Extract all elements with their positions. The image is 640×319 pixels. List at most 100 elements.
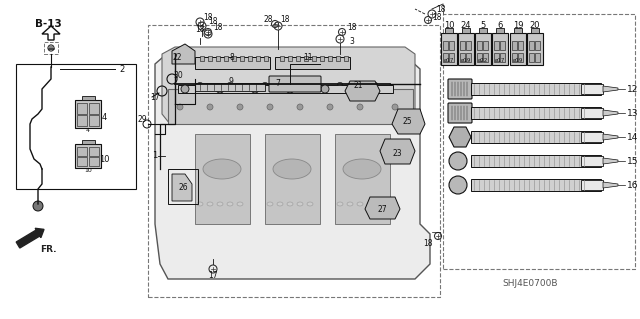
- Bar: [344, 56, 348, 61]
- Text: 3: 3: [349, 38, 355, 47]
- Bar: [466, 41, 471, 50]
- Text: 28: 28: [263, 14, 273, 24]
- Circle shape: [286, 85, 294, 93]
- Bar: [288, 56, 292, 61]
- Bar: [531, 28, 539, 33]
- Ellipse shape: [198, 83, 202, 85]
- Circle shape: [356, 85, 364, 93]
- Polygon shape: [380, 139, 415, 164]
- Bar: [443, 53, 448, 62]
- Polygon shape: [603, 158, 618, 164]
- Circle shape: [449, 152, 467, 170]
- Polygon shape: [345, 81, 380, 101]
- Bar: [475, 33, 491, 65]
- Ellipse shape: [262, 83, 268, 85]
- Bar: [443, 14, 635, 269]
- Circle shape: [357, 104, 363, 110]
- Ellipse shape: [347, 202, 353, 206]
- Text: 7: 7: [276, 78, 280, 87]
- Bar: [195, 57, 270, 69]
- Ellipse shape: [307, 202, 313, 206]
- Text: 30: 30: [173, 70, 183, 79]
- Ellipse shape: [277, 202, 283, 206]
- Bar: [77, 115, 87, 126]
- Ellipse shape: [298, 83, 303, 85]
- Text: 24: 24: [461, 20, 471, 29]
- Bar: [16, 64, 136, 189]
- Bar: [264, 56, 268, 61]
- Bar: [77, 147, 87, 156]
- Bar: [335, 134, 390, 224]
- Bar: [178, 85, 393, 93]
- Bar: [500, 41, 505, 50]
- Ellipse shape: [367, 202, 373, 206]
- Bar: [75, 144, 101, 168]
- Bar: [240, 56, 244, 61]
- Ellipse shape: [372, 83, 378, 85]
- Polygon shape: [603, 182, 618, 188]
- FancyArrow shape: [16, 228, 44, 248]
- Bar: [89, 147, 99, 156]
- Text: 19: 19: [513, 20, 524, 29]
- Text: ø19: ø19: [461, 57, 471, 63]
- Bar: [81, 140, 95, 144]
- Text: 2: 2: [120, 64, 125, 73]
- Circle shape: [33, 201, 43, 211]
- Text: 18: 18: [280, 16, 290, 25]
- Polygon shape: [155, 51, 430, 279]
- Text: 16: 16: [627, 181, 639, 189]
- Text: 10: 10: [84, 168, 92, 174]
- Ellipse shape: [337, 83, 342, 85]
- Bar: [471, 107, 601, 119]
- Polygon shape: [449, 127, 471, 147]
- Polygon shape: [392, 109, 425, 134]
- Bar: [510, 33, 526, 65]
- Bar: [89, 157, 99, 166]
- Circle shape: [207, 104, 213, 110]
- Bar: [216, 56, 220, 61]
- Bar: [512, 41, 517, 50]
- Circle shape: [327, 104, 333, 110]
- Polygon shape: [162, 47, 415, 124]
- Text: 10: 10: [444, 20, 454, 29]
- Ellipse shape: [227, 202, 233, 206]
- Circle shape: [449, 176, 467, 194]
- Bar: [500, 53, 505, 62]
- Bar: [77, 103, 87, 114]
- Bar: [304, 56, 308, 61]
- Bar: [208, 56, 212, 61]
- Bar: [494, 41, 499, 50]
- Text: 18: 18: [432, 12, 442, 21]
- Ellipse shape: [273, 159, 311, 179]
- Bar: [81, 96, 95, 100]
- Bar: [529, 53, 534, 62]
- Text: 6: 6: [497, 20, 502, 29]
- Circle shape: [321, 85, 329, 93]
- Text: FR.: FR.: [40, 244, 56, 254]
- Bar: [280, 56, 284, 61]
- Text: 27: 27: [377, 204, 387, 213]
- FancyBboxPatch shape: [448, 79, 472, 99]
- Bar: [89, 115, 99, 126]
- Bar: [512, 53, 517, 62]
- Text: 4: 4: [86, 129, 90, 133]
- Bar: [581, 84, 603, 94]
- Text: 15: 15: [627, 157, 639, 166]
- Polygon shape: [603, 110, 618, 116]
- Ellipse shape: [287, 202, 293, 206]
- Bar: [460, 53, 465, 62]
- Bar: [529, 41, 534, 50]
- Polygon shape: [172, 174, 192, 201]
- Bar: [494, 53, 499, 62]
- Text: 12: 12: [627, 85, 639, 93]
- Bar: [471, 179, 601, 191]
- Polygon shape: [365, 197, 400, 219]
- Text: 13: 13: [627, 108, 639, 117]
- Circle shape: [177, 104, 183, 110]
- Bar: [471, 83, 601, 95]
- Bar: [77, 157, 87, 166]
- Bar: [275, 57, 350, 69]
- Ellipse shape: [207, 202, 213, 206]
- Bar: [466, 53, 471, 62]
- Circle shape: [251, 85, 259, 93]
